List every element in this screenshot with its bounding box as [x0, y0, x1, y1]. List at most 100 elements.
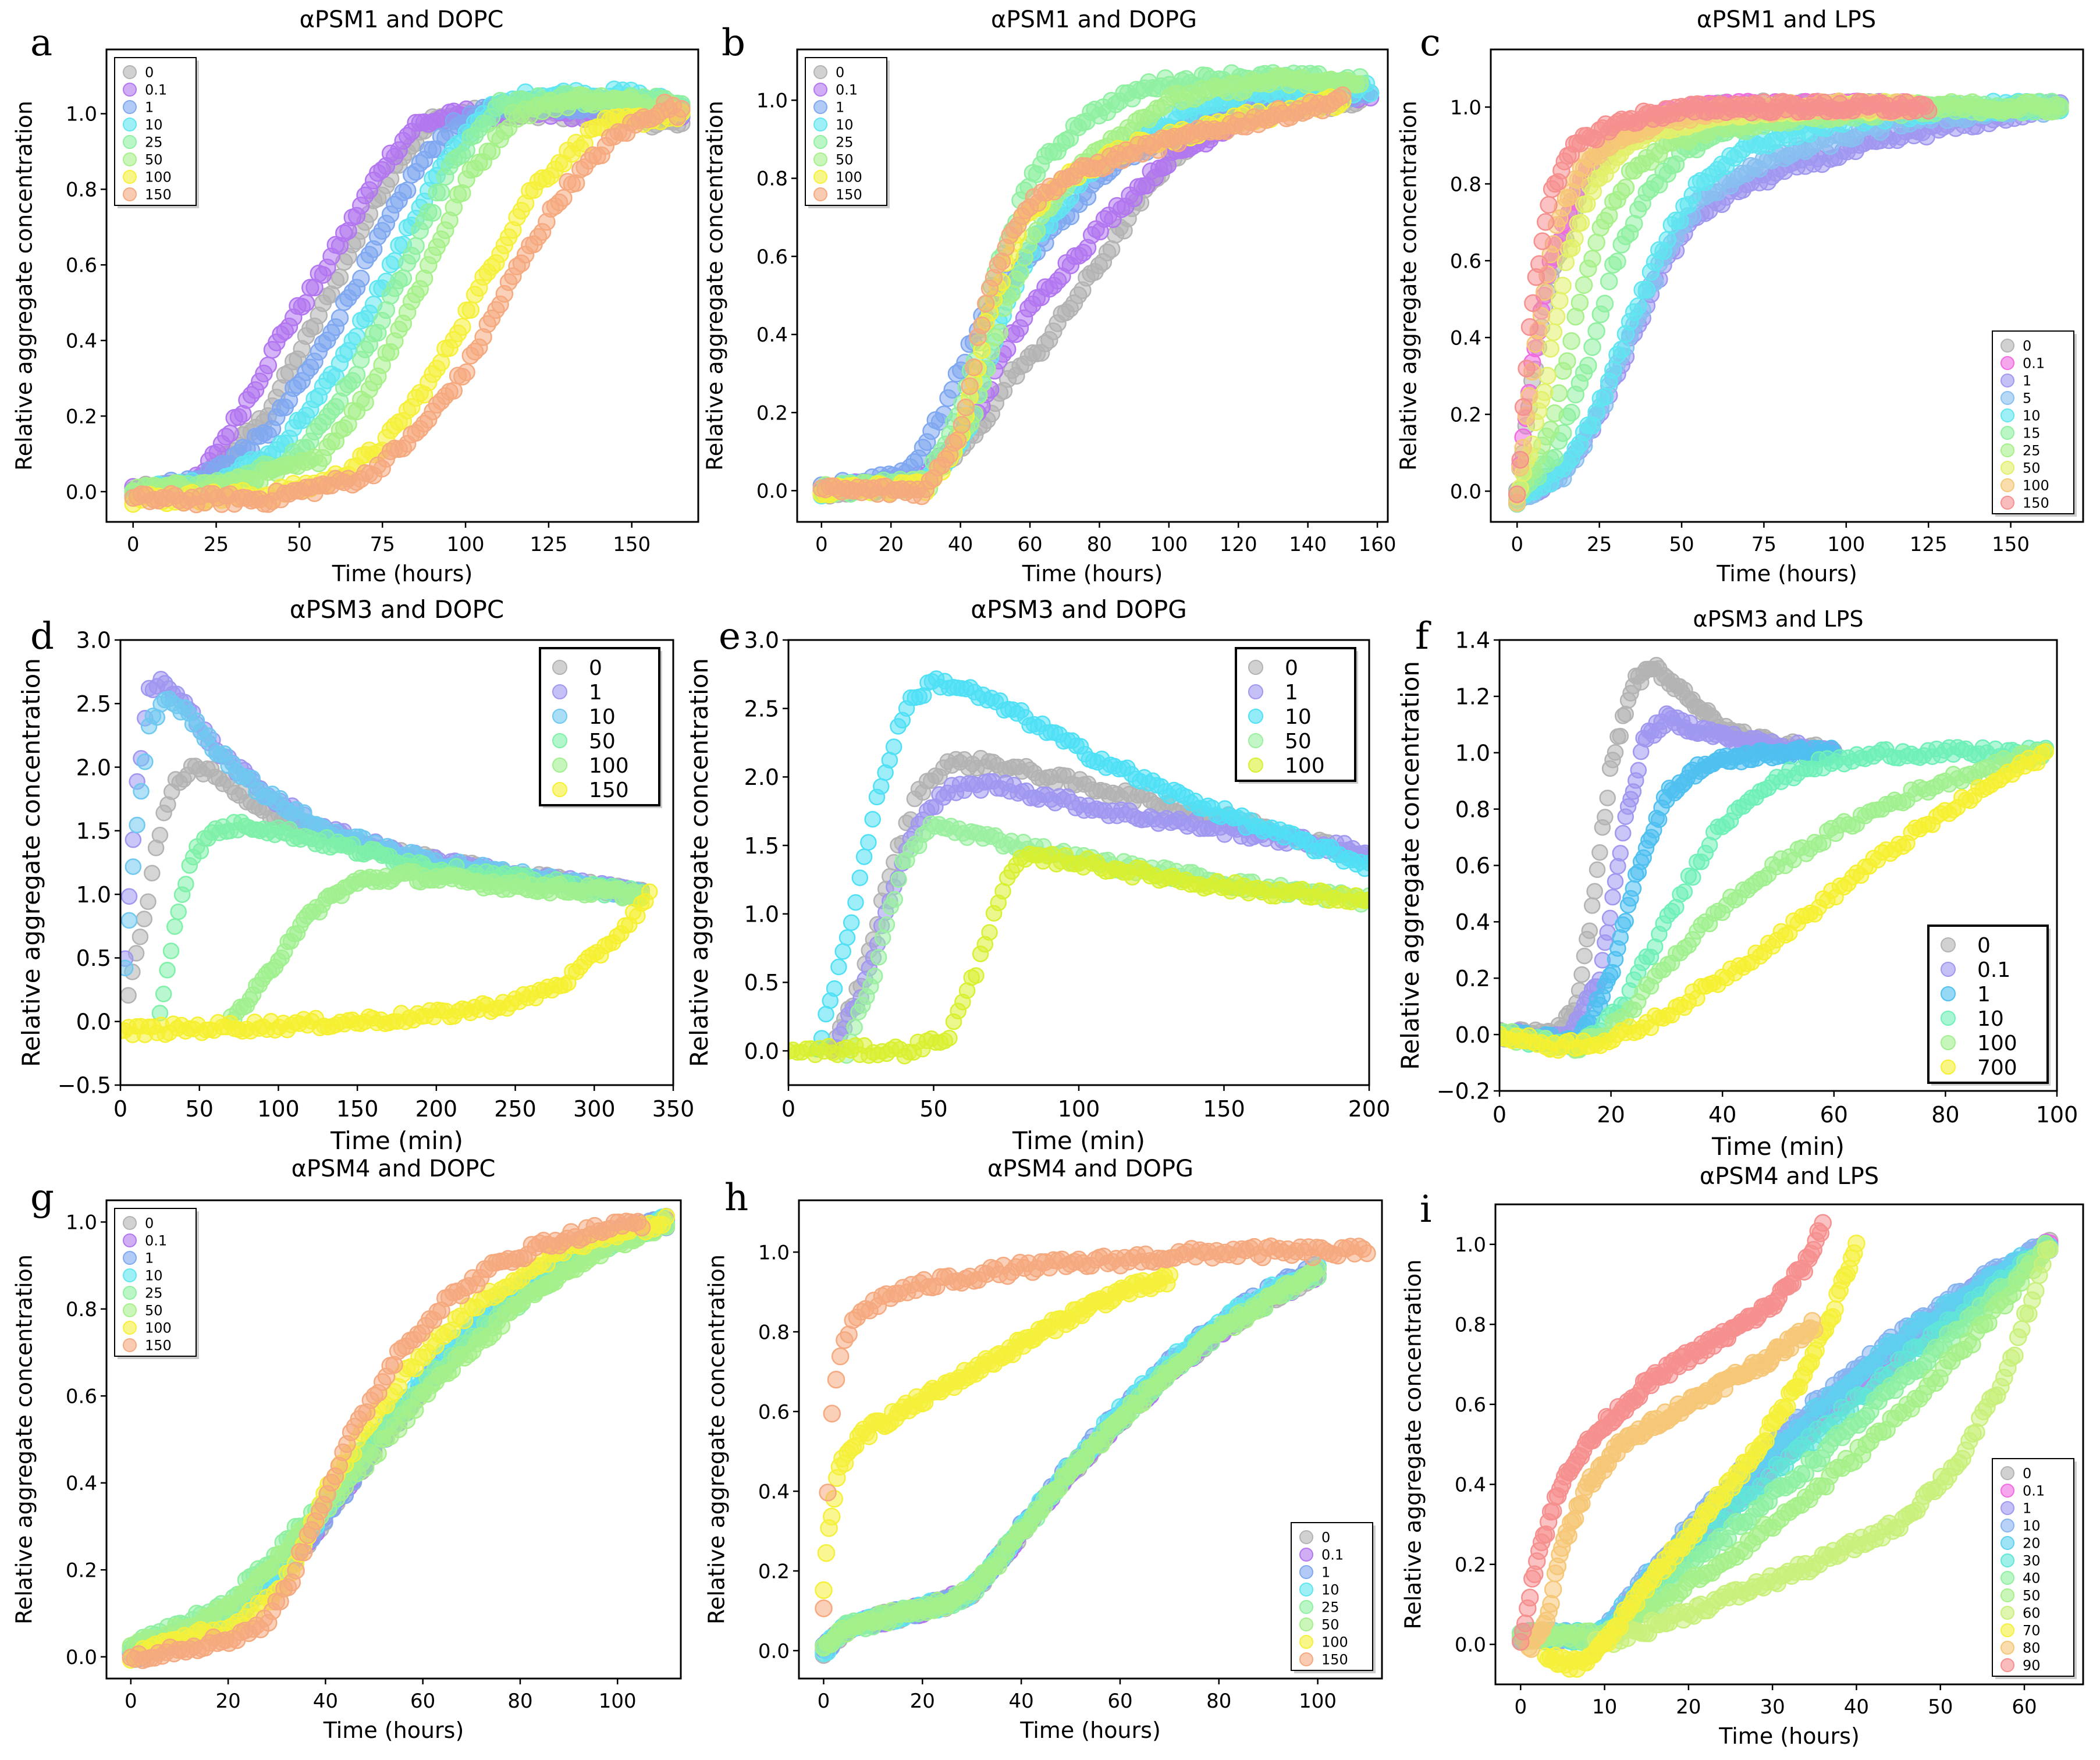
- x-tick-label: 50: [287, 533, 312, 556]
- x-tick-label: 350: [652, 1096, 695, 1122]
- data-point: [1360, 854, 1369, 872]
- data-point: [457, 363, 475, 382]
- series-1: [823, 773, 1369, 1059]
- legend-label: 100: [145, 169, 172, 186]
- legend-marker: [552, 684, 567, 699]
- data-point: [1535, 283, 1554, 301]
- data-point: [221, 424, 239, 443]
- y-tick-label: 0.5: [76, 945, 111, 971]
- legend-label: 10: [836, 117, 854, 133]
- legend-marker: [2000, 478, 2014, 492]
- series-50: [124, 86, 691, 504]
- data-point: [432, 183, 450, 201]
- legend-marker: [123, 152, 137, 166]
- legend-label: 5: [2023, 390, 2031, 407]
- data-point: [1541, 421, 1559, 439]
- legend-marker: [2000, 408, 2014, 422]
- x-tick-label: 100: [1150, 533, 1188, 556]
- data-point: [120, 888, 138, 905]
- data-point: [1511, 450, 1529, 469]
- data-point: [159, 962, 176, 979]
- data-point: [838, 929, 856, 946]
- x-tick-label: 75: [370, 533, 395, 556]
- data-point: [1596, 294, 1614, 313]
- data-point: [1572, 214, 1590, 232]
- plot-area: [788, 670, 1369, 1065]
- plot-frame: [119, 639, 674, 1086]
- data-point: [347, 328, 366, 346]
- data-point: [259, 356, 278, 375]
- legend-label: 50: [145, 152, 163, 168]
- data-point: [1540, 195, 1558, 214]
- y-tick-label: 1.0: [66, 103, 97, 126]
- legend-marker: [2000, 461, 2014, 475]
- legend-label: 150: [589, 778, 629, 802]
- y-tick-label: 0.4: [756, 323, 788, 347]
- panel-letter: a: [30, 22, 52, 65]
- y-tick-label: 1.0: [76, 882, 111, 908]
- y-tick-label: 0.8: [66, 179, 97, 202]
- data-point: [1562, 332, 1580, 350]
- legend-label: 100: [836, 169, 862, 186]
- chart-title: αPSM1 and LPS: [1697, 6, 1876, 33]
- data-point: [125, 831, 142, 848]
- data-point: [855, 848, 873, 865]
- data-point: [1629, 297, 1647, 315]
- legend-marker: [552, 709, 567, 724]
- legend-label: 10: [145, 117, 163, 133]
- x-tick-label: 150: [336, 1096, 379, 1122]
- data-point: [1587, 233, 1605, 252]
- legend-label: 0.1: [145, 82, 167, 98]
- data-point: [453, 318, 471, 336]
- data-point: [961, 377, 979, 395]
- x-tick-label: 50: [186, 1096, 214, 1122]
- data-point: [1562, 403, 1580, 422]
- series-150: [1508, 93, 1938, 503]
- x-tick-label: 160: [1359, 533, 1397, 556]
- data-point: [407, 237, 425, 255]
- data-point: [1538, 367, 1557, 385]
- legend-marker: [123, 100, 137, 114]
- data-point: [129, 816, 145, 834]
- plot-area: [124, 80, 691, 514]
- y-tick-label: 0.2: [1450, 403, 1481, 426]
- data-point: [870, 949, 887, 966]
- data-point: [155, 986, 172, 1002]
- y-tick-label: 1.5: [76, 819, 111, 844]
- legend-marker: [813, 152, 827, 166]
- y-tick-label: 0.6: [1450, 250, 1481, 273]
- data-point: [136, 911, 152, 927]
- x-tick-label: 100: [257, 1096, 300, 1122]
- series-0: [823, 749, 1369, 1055]
- data-point: [830, 958, 847, 976]
- data-point: [1533, 232, 1551, 250]
- data-point: [200, 727, 217, 744]
- data-point: [1575, 276, 1593, 294]
- data-point: [860, 834, 877, 851]
- y-tick-label: 0.4: [66, 329, 97, 353]
- data-point: [885, 738, 902, 755]
- legend-label: 1: [2023, 373, 2031, 389]
- data-point: [1545, 404, 1564, 422]
- data-point: [1514, 398, 1533, 416]
- x-tick-label: 40: [948, 533, 973, 556]
- data-point: [1551, 291, 1569, 310]
- panel-letter: c: [1420, 22, 1441, 65]
- data-point: [1334, 86, 1352, 105]
- data-point: [1587, 322, 1605, 340]
- legend-marker: [813, 135, 827, 149]
- legend-label: 10: [589, 705, 616, 729]
- x-tick-label: 20: [879, 533, 904, 556]
- series-10: [812, 74, 1380, 504]
- y-tick-label: 3.0: [76, 628, 111, 653]
- y-axis-label: Relative aggregate concentration: [702, 101, 728, 471]
- legend-marker: [2000, 339, 2014, 353]
- data-point: [943, 381, 961, 399]
- data-point: [424, 204, 442, 222]
- data-point: [137, 753, 154, 770]
